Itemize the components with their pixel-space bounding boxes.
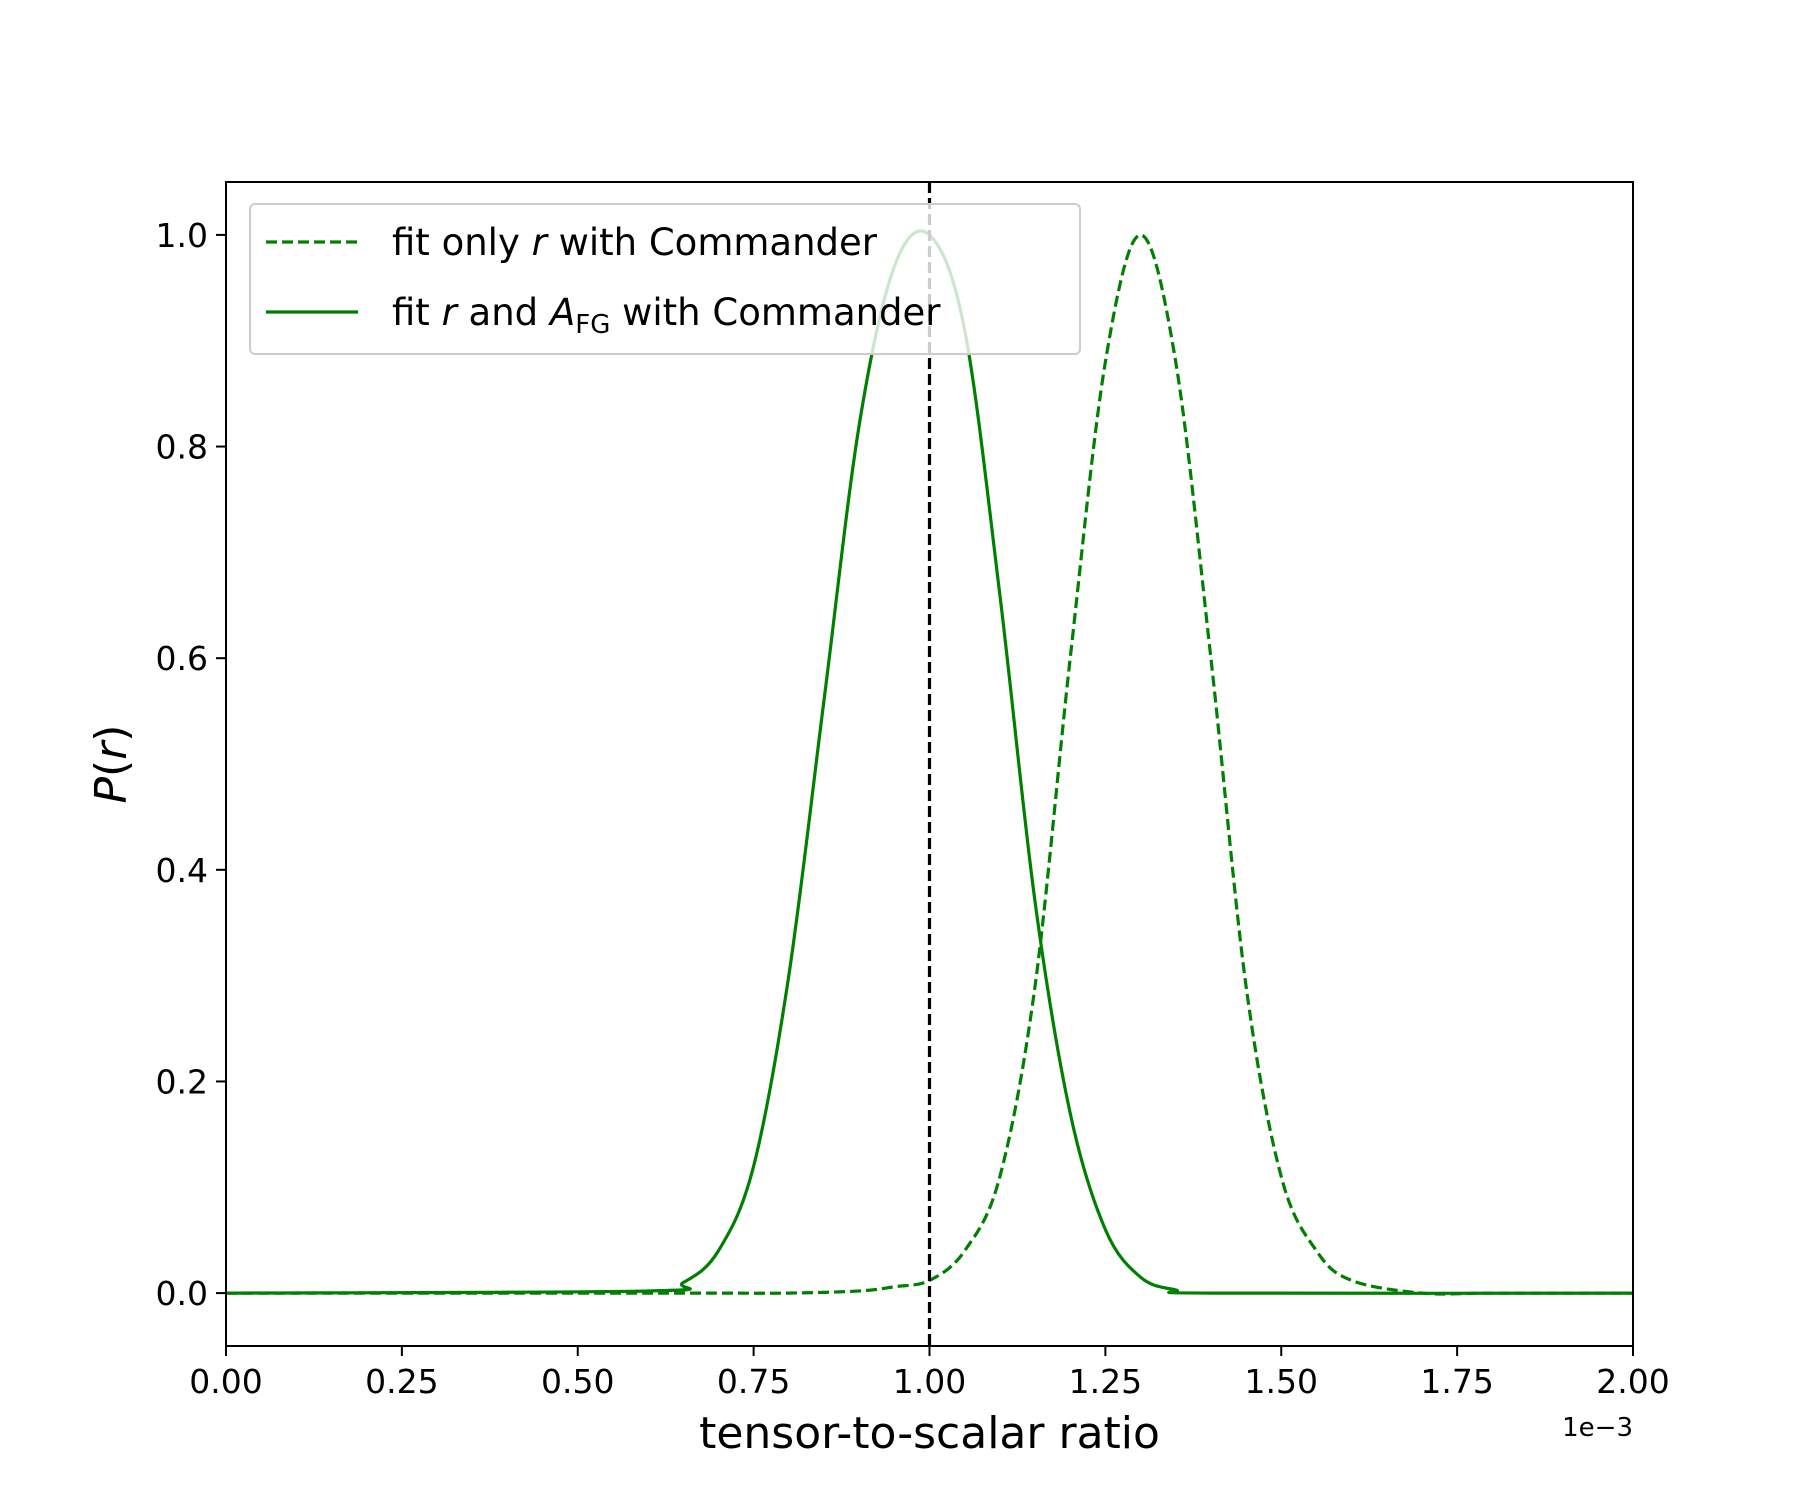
legend: fit only r with Commander fit r and AFG … xyxy=(249,203,1081,355)
legend-entry-fit-only-r: fit only r with Commander xyxy=(266,221,878,264)
x-tick-label: 1.25 xyxy=(1069,1362,1142,1401)
legend-box xyxy=(249,203,1081,355)
series-line-dashed xyxy=(226,233,1633,1296)
x-axis-label: tensor-to-scalar ratio xyxy=(699,1408,1160,1459)
legend-entry-fit-r-and-afg: fit r and AFG with Commander xyxy=(266,291,941,340)
y-tick-label: 0.4 xyxy=(156,851,208,890)
legend-label-fit-r-and-afg: fit r and AFG with Commander xyxy=(392,291,941,340)
y-axis-label-symbol: P xyxy=(86,776,137,803)
y-tick-label: 0.6 xyxy=(156,639,208,678)
x-tick-label: 2.00 xyxy=(1596,1362,1669,1401)
y-axis-label: P(r) xyxy=(86,725,137,804)
y-tick-label: 0.8 xyxy=(156,428,208,467)
x-tick-label: 1.00 xyxy=(893,1362,966,1401)
y-axis-label-open-paren: ( xyxy=(86,760,137,777)
legend-label-fit-only-r: fit only r with Commander xyxy=(392,221,878,264)
x-axis-ticks: 0.00 0.25 0.50 0.75 1.00 1.25 1.50 1.75 2.00 xyxy=(189,1346,1670,1401)
x-tick-label: 1.75 xyxy=(1420,1362,1493,1401)
y-tick-label: 1.0 xyxy=(156,216,208,255)
x-tick-label: 0.25 xyxy=(365,1362,438,1401)
y-axis-label-close-paren: ) xyxy=(86,725,137,742)
x-tick-label: 0.00 xyxy=(189,1362,262,1401)
y-axis-label-argument: r xyxy=(86,739,137,760)
x-tick-label: 0.75 xyxy=(717,1362,790,1401)
y-tick-label: 0.0 xyxy=(156,1274,208,1313)
x-tick-label: 1.50 xyxy=(1245,1362,1318,1401)
x-tick-label: 0.50 xyxy=(541,1362,614,1401)
y-axis-ticks: 0.0 0.2 0.4 0.6 0.8 1.0 xyxy=(156,216,226,1313)
x-axis-offset-label: 1e−3 xyxy=(1562,1413,1633,1443)
y-tick-label: 0.2 xyxy=(156,1062,208,1101)
